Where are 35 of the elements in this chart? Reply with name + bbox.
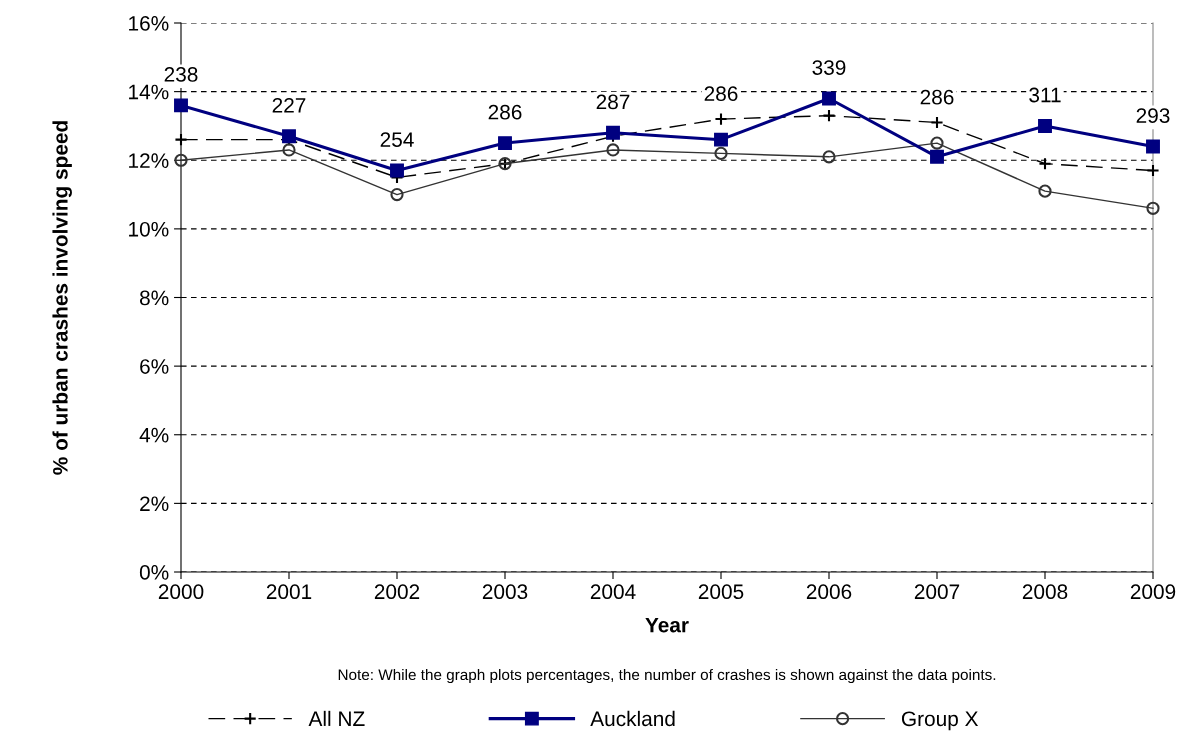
legend-label: Group X — [901, 711, 979, 731]
x-tick-label: 2003 — [482, 584, 528, 600]
x-tick-label: 2002 — [374, 584, 420, 600]
annotation: 287 — [596, 94, 630, 110]
annotation: 254 — [380, 132, 414, 147]
x-tick-label: 2000 — [158, 584, 204, 600]
y-tick-label: 6% — [140, 359, 169, 374]
x-tick-label: 2009 — [1130, 584, 1176, 600]
y-tick-label: 8% — [139, 290, 169, 306]
y-tick-label: 2% — [140, 496, 169, 512]
y-tick-label: 0% — [139, 565, 169, 580]
y-tick-label: 14% — [129, 84, 169, 100]
annotation: 286 — [704, 86, 738, 102]
x-tick-label: 2006 — [806, 584, 852, 600]
annotation: 339 — [812, 60, 846, 75]
y-tick-label: 16% — [129, 16, 169, 31]
x-axis-title: Year — [645, 617, 689, 633]
annotation: 286 — [920, 89, 954, 105]
legend-label: All NZ — [308, 710, 365, 726]
x-tick-label: 2007 — [914, 584, 960, 600]
x-tick-label: 2008 — [1022, 584, 1068, 600]
x-tick-label: 2001 — [266, 584, 312, 600]
text: Note: While the graph plots percentages, the number of crashes is shown against the data points. — [338, 668, 996, 684]
y-tick-label: 10% — [129, 221, 169, 237]
annotation: 227 — [272, 97, 306, 113]
y-tick-label: 4% — [139, 427, 169, 443]
legend-label: Auckland — [590, 710, 675, 727]
x-tick-label: 2005 — [698, 584, 744, 600]
y-tick-label: 12% — [129, 153, 169, 168]
x-tick-label: 2004 — [590, 584, 636, 600]
annotation: 311 — [1029, 87, 1061, 103]
annotation: 293 — [1136, 108, 1170, 123]
annotation: 286 — [488, 104, 522, 120]
y-axis-title: % of urban crashes involving speed — [52, 121, 72, 475]
annotation: 238 — [164, 67, 198, 82]
